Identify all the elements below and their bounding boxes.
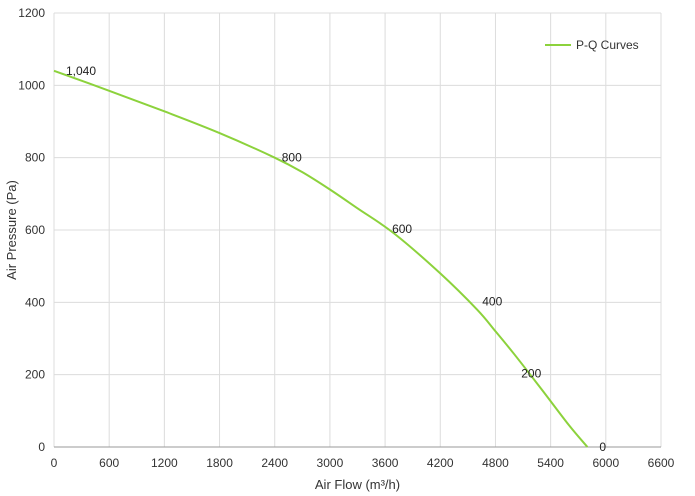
x-tick-label: 5400: [537, 456, 564, 470]
y-tick-label: 1200: [18, 6, 45, 20]
data-label: 800: [282, 151, 302, 165]
y-tick-label: 800: [25, 151, 45, 165]
y-tick-label: 1000: [18, 78, 45, 92]
y-axis-title: Air Pressure (Pa): [4, 180, 19, 280]
y-tick-label: 600: [25, 223, 45, 237]
data-label: 400: [482, 294, 502, 308]
x-tick-label: 2400: [261, 456, 288, 470]
grid-lines: [53, 12, 662, 448]
series-line-p-q-curves: [53, 69, 589, 448]
x-tick-label: 6000: [592, 456, 619, 470]
x-tick-label: 1800: [206, 456, 233, 470]
x-tick-label: 0: [51, 456, 58, 470]
y-tick-label: 400: [25, 295, 45, 309]
y-tick-label: 0: [38, 440, 45, 454]
x-tick-label: 4800: [482, 456, 509, 470]
y-tick-labels: 0 200 400 600 800 1000 1200: [18, 6, 45, 454]
legend: P-Q Curves: [545, 38, 639, 52]
y-tick-label: 200: [25, 368, 45, 382]
x-tick-label: 4200: [427, 456, 454, 470]
data-label: 200: [521, 367, 541, 381]
data-label: 0: [599, 440, 606, 454]
x-axis-title: Air Flow (m³/h): [315, 477, 400, 492]
x-tick-label: 3000: [317, 456, 344, 470]
data-label: 600: [392, 222, 412, 236]
data-label: 1,040: [66, 64, 96, 78]
x-tick-label: 6600: [648, 456, 675, 470]
x-tick-label: 1200: [151, 456, 178, 470]
x-tick-labels: 0 600 1200 1800 2400 3000 3600 4200 4800 5400 6000…: [51, 456, 675, 470]
legend-label-p-q-curves: P-Q Curves: [576, 38, 639, 52]
x-tick-label: 600: [99, 456, 119, 470]
series-group: [53, 69, 589, 448]
x-tick-label: 3600: [372, 456, 399, 470]
data-labels: 1,040 800 600 400 200 0: [66, 64, 606, 454]
